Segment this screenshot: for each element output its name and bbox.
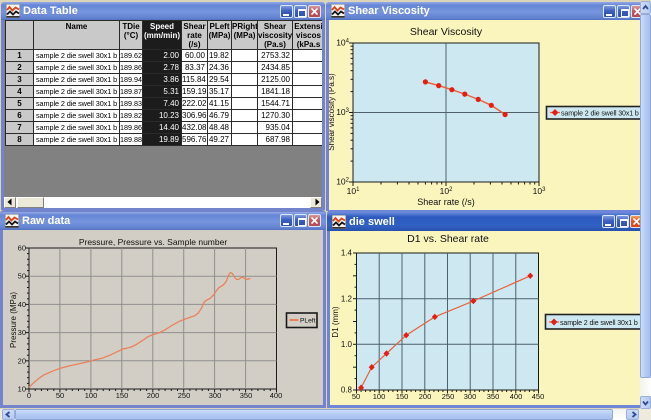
svg-text:40: 40 xyxy=(18,300,26,309)
svg-text:101: 101 xyxy=(347,186,360,196)
svg-text:0: 0 xyxy=(27,391,31,400)
svg-text:100: 100 xyxy=(373,392,386,401)
svg-text:Shear Viscosity: Shear Viscosity xyxy=(410,26,483,38)
svg-text:250: 250 xyxy=(442,392,455,401)
svg-text:sample 2 die swell 30x1 b: sample 2 die swell 30x1 b xyxy=(560,320,638,327)
svg-text:D1 (mm): D1 (mm) xyxy=(331,306,340,337)
svg-text:Pressure, Pressure vs. Sample: Pressure, Pressure vs. Sample number xyxy=(79,237,228,247)
svg-text:300: 300 xyxy=(209,391,222,400)
svg-text:Shear viscosity (Pa.s): Shear viscosity (Pa.s) xyxy=(329,73,336,151)
svg-text:200: 200 xyxy=(419,392,432,401)
svg-text:50: 50 xyxy=(352,392,360,401)
svg-text:150: 150 xyxy=(116,391,129,400)
svg-text:0.8: 0.8 xyxy=(341,386,353,395)
svg-text:350: 350 xyxy=(240,391,253,400)
svg-text:400: 400 xyxy=(270,391,283,400)
svg-text:250: 250 xyxy=(178,391,191,400)
svg-text:D1 vs. Shear rate: D1 vs. Shear rate xyxy=(407,233,489,245)
svg-text:103: 103 xyxy=(533,186,546,196)
svg-text:100: 100 xyxy=(85,391,98,400)
svg-text:102: 102 xyxy=(336,177,349,187)
svg-text:200: 200 xyxy=(147,391,160,400)
svg-text:104: 104 xyxy=(336,38,349,48)
svg-text:10: 10 xyxy=(18,385,26,394)
svg-text:1.0: 1.0 xyxy=(341,340,353,349)
svg-text:60: 60 xyxy=(18,244,26,253)
svg-text:50: 50 xyxy=(18,272,26,281)
svg-text:450: 450 xyxy=(532,392,545,401)
svg-text:102: 102 xyxy=(440,186,453,196)
svg-text:50: 50 xyxy=(56,391,64,400)
svg-text:30: 30 xyxy=(18,328,26,337)
svg-text:1.4: 1.4 xyxy=(341,249,353,258)
svg-text:103: 103 xyxy=(336,107,349,117)
svg-text:350: 350 xyxy=(487,392,500,401)
svg-text:20: 20 xyxy=(18,356,26,365)
svg-text:Shear rate (/s): Shear rate (/s) xyxy=(417,197,475,207)
svg-text:PLeft: PLeft xyxy=(300,318,316,325)
svg-text:Pressure (MPa): Pressure (MPa) xyxy=(9,292,18,348)
svg-text:1.2: 1.2 xyxy=(341,294,353,303)
svg-text:300: 300 xyxy=(464,392,477,401)
svg-text:400: 400 xyxy=(510,392,523,401)
svg-text:150: 150 xyxy=(396,392,409,401)
svg-text:sample 2 die swell 30x1 b: sample 2 die swell 30x1 b xyxy=(561,111,639,118)
